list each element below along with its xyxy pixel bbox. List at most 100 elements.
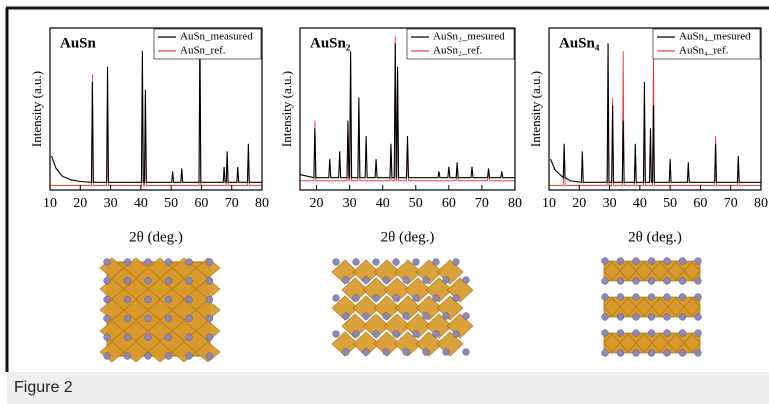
x-tick-label: 20	[572, 196, 586, 211]
atom	[186, 277, 193, 284]
x-tick-label: 40	[633, 196, 647, 211]
atom	[383, 313, 390, 320]
atom	[602, 294, 609, 301]
atom	[145, 296, 152, 303]
atom	[145, 353, 152, 360]
atom	[443, 313, 450, 320]
atom	[413, 331, 420, 338]
x-axis-label: 2θ (deg.)	[381, 229, 435, 245]
atom	[453, 331, 460, 338]
atom	[393, 259, 400, 266]
atom	[186, 334, 193, 341]
x-tick-label: 20	[73, 196, 87, 211]
atom	[413, 259, 420, 266]
atom	[664, 258, 671, 265]
atom	[206, 315, 213, 322]
chart-title: AuSn	[60, 35, 97, 51]
chart-title: AuSn₄	[559, 35, 600, 51]
structures	[100, 258, 701, 362]
atom	[145, 259, 152, 266]
atom	[373, 259, 380, 266]
atom	[679, 258, 686, 265]
atom	[648, 350, 655, 357]
atom	[664, 314, 671, 321]
atom	[363, 313, 370, 320]
atom	[206, 353, 213, 360]
atom	[617, 278, 624, 285]
x-tick-label: 70	[225, 196, 239, 211]
atom	[393, 295, 400, 302]
atom	[648, 330, 655, 337]
legend-label: AuSn₂_mesured	[433, 31, 505, 43]
figure: Figure 2 10203040506070802θ (deg.)Intens…	[0, 0, 769, 404]
atom	[463, 349, 470, 356]
atom	[664, 350, 671, 357]
atom	[433, 259, 440, 266]
atom	[343, 313, 350, 320]
atom	[695, 314, 702, 321]
x-tick-label: 50	[164, 196, 178, 211]
atom	[423, 349, 430, 356]
atom	[633, 330, 640, 337]
caption-bar	[7, 372, 769, 404]
atom	[104, 296, 111, 303]
atom	[602, 330, 609, 337]
atom	[679, 350, 686, 357]
atom	[186, 259, 193, 266]
atom	[443, 277, 450, 284]
atom	[423, 313, 430, 320]
atom	[413, 295, 420, 302]
atom	[343, 349, 350, 356]
x-tick-label: 40	[134, 196, 148, 211]
x-tick-label: 10	[43, 196, 57, 211]
atom	[403, 313, 410, 320]
atom	[383, 277, 390, 284]
atom	[353, 259, 360, 266]
y-axis-label: Intensity (a.u.)	[29, 71, 44, 147]
legend-label: AuSn₄_ref.	[679, 45, 729, 57]
atom	[648, 294, 655, 301]
x-tick-label: 50	[663, 196, 677, 211]
atom	[403, 277, 410, 284]
atom	[679, 294, 686, 301]
atom	[373, 295, 380, 302]
x-tick-label: 60	[693, 196, 707, 211]
atom	[443, 349, 450, 356]
atom	[333, 259, 340, 266]
legend-label: AuSn₄_mesured	[679, 31, 751, 43]
atom	[617, 294, 624, 301]
atom	[145, 315, 152, 322]
atom	[104, 259, 111, 266]
caption: Figure 2	[14, 379, 73, 396]
atom	[463, 313, 470, 320]
atom	[373, 331, 380, 338]
atom	[186, 315, 193, 322]
atom	[165, 296, 172, 303]
atom	[363, 277, 370, 284]
y-axis-label: Intensity (a.u.)	[528, 71, 543, 147]
atom	[165, 315, 172, 322]
atom	[353, 295, 360, 302]
atom	[648, 258, 655, 265]
atom	[403, 349, 410, 356]
atom	[633, 278, 640, 285]
atom	[206, 296, 213, 303]
x-tick-label: 10	[542, 196, 556, 211]
x-tick-label: 20	[310, 196, 324, 211]
atom	[145, 277, 152, 284]
atom	[104, 277, 111, 284]
atom	[333, 295, 340, 302]
chart-title: AuSn₂	[310, 35, 351, 51]
x-tick-label: 60	[442, 196, 456, 211]
atom	[633, 294, 640, 301]
atom	[206, 259, 213, 266]
atom	[695, 330, 702, 337]
x-tick-label: 50	[409, 196, 423, 211]
atom	[617, 330, 624, 337]
atom	[343, 277, 350, 284]
atom	[695, 294, 702, 301]
atom	[664, 278, 671, 285]
atom	[463, 277, 470, 284]
atom	[206, 334, 213, 341]
atom	[124, 259, 131, 266]
